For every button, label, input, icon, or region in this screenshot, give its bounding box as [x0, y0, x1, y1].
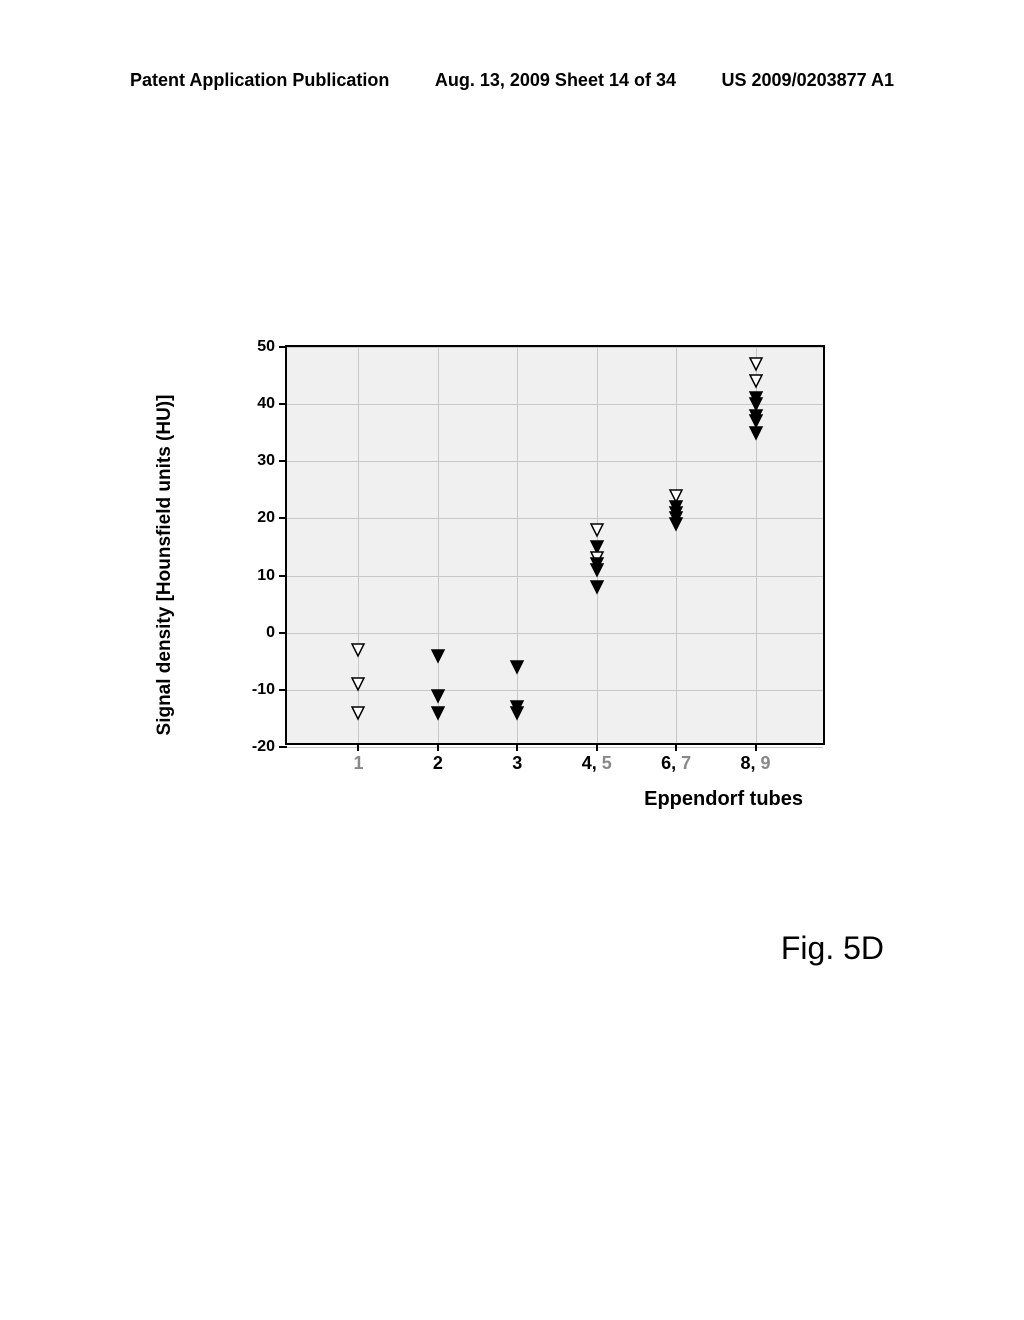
grid-line-h — [287, 633, 823, 634]
scatter-chart: Signal density [Hounsfield units (HU)] E… — [205, 345, 825, 785]
figure-label: Fig. 5D — [781, 930, 884, 967]
page-header: Patent Application Publication Aug. 13, … — [0, 70, 1024, 91]
x-tick-label: 6, 7 — [661, 753, 691, 774]
y-tick — [279, 632, 287, 634]
data-point — [509, 705, 525, 721]
y-axis-label: Signal density [Hounsfield units (HU)] — [154, 395, 176, 736]
grid-line-h — [287, 347, 823, 348]
data-point — [350, 676, 366, 692]
grid-line-h — [287, 518, 823, 519]
x-tick — [596, 743, 598, 751]
grid-line-v — [676, 347, 677, 743]
x-tick-label: 8, 9 — [741, 753, 771, 774]
y-tick — [279, 517, 287, 519]
grid-line-h — [287, 404, 823, 405]
x-tick — [357, 743, 359, 751]
x-tick — [516, 743, 518, 751]
y-tick — [279, 346, 287, 348]
header-left: Patent Application Publication — [130, 70, 389, 91]
data-point — [430, 648, 446, 664]
data-point — [430, 705, 446, 721]
y-tick-label: -10 — [252, 681, 275, 699]
x-axis-label: Eppendorf tubes — [644, 788, 803, 811]
y-tick — [279, 575, 287, 577]
grid-line-h — [287, 747, 823, 748]
y-tick — [279, 460, 287, 462]
data-point — [668, 516, 684, 532]
x-tick-label: 2 — [433, 753, 443, 774]
data-point — [589, 562, 605, 578]
grid-line-h — [287, 461, 823, 462]
x-tick-label: 1 — [353, 753, 363, 774]
header-right: US 2009/0203877 A1 — [722, 70, 894, 91]
header-center: Aug. 13, 2009 Sheet 14 of 34 — [435, 70, 676, 91]
grid-line-h — [287, 690, 823, 691]
y-tick — [279, 746, 287, 748]
y-tick-label: 0 — [266, 624, 275, 642]
data-point — [589, 522, 605, 538]
plot-area: Eppendorf tubes -20-10010203040501234, 5… — [285, 345, 825, 745]
y-tick-label: 50 — [257, 338, 275, 356]
y-tick — [279, 689, 287, 691]
x-tick-label: 4, 5 — [582, 753, 612, 774]
grid-line-v — [438, 347, 439, 743]
y-tick-label: 10 — [257, 567, 275, 585]
data-point — [748, 425, 764, 441]
x-tick — [755, 743, 757, 751]
x-tick-label: 3 — [512, 753, 522, 774]
data-point — [509, 659, 525, 675]
y-tick-label: -20 — [252, 738, 275, 756]
data-point — [589, 579, 605, 595]
y-tick-label: 40 — [257, 395, 275, 413]
data-point — [430, 688, 446, 704]
x-tick — [675, 743, 677, 751]
grid-line-v — [517, 347, 518, 743]
data-point — [350, 642, 366, 658]
y-tick-label: 20 — [257, 509, 275, 527]
data-point — [748, 373, 764, 389]
data-point — [350, 705, 366, 721]
data-point — [748, 356, 764, 372]
y-tick-label: 30 — [257, 452, 275, 470]
grid-line-h — [287, 576, 823, 577]
y-tick — [279, 403, 287, 405]
x-tick — [437, 743, 439, 751]
